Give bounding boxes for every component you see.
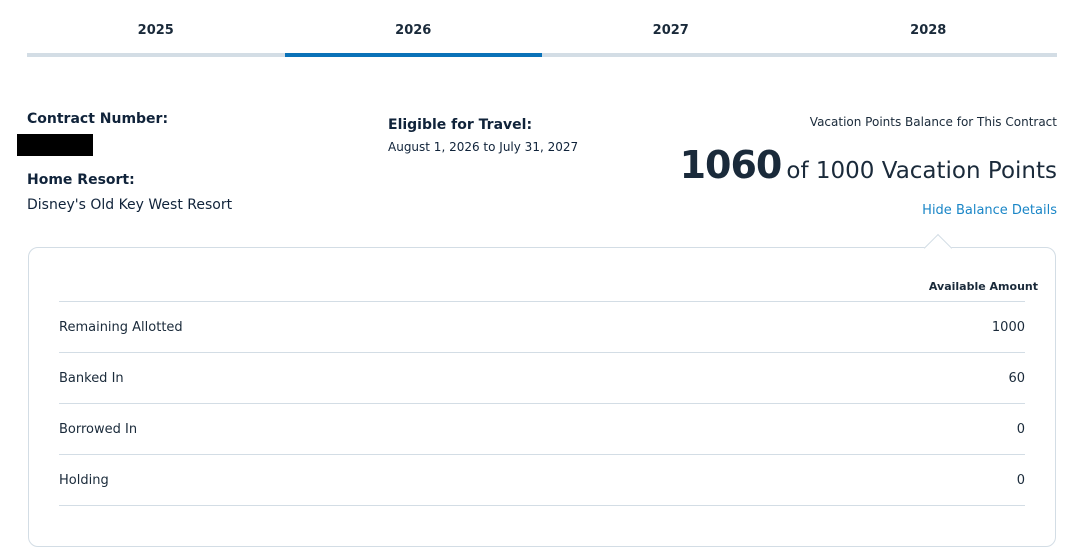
row-label: Holding	[59, 472, 109, 488]
row-value: 1000	[991, 319, 1025, 335]
tab-2025[interactable]: 2025	[27, 0, 285, 57]
contract-number-label: Contract Number:	[27, 111, 169, 127]
tab-2028[interactable]: 2028	[799, 0, 1057, 57]
table-row: Borrowed In 0	[59, 403, 1025, 454]
table-row: Holding 0	[59, 454, 1025, 505]
row-value: 60	[1008, 370, 1025, 386]
balance-title: Vacation Points Balance for This Contrac…	[809, 115, 1057, 129]
table-row: Remaining Allotted 1000	[59, 301, 1025, 352]
points-current: 1060	[679, 143, 783, 187]
row-label: Banked In	[59, 370, 124, 386]
table-row: Banked In 60	[59, 352, 1025, 403]
balance-table: Remaining Allotted 1000 Banked In 60 Borrowe…	[59, 301, 1025, 506]
tab-2026[interactable]: 2026	[284, 0, 542, 57]
home-resort-label: Home Resort:	[27, 172, 135, 188]
row-label: Borrowed In	[59, 421, 138, 437]
points-total: of 1000 Vacation Points	[786, 158, 1057, 184]
available-amount-header: Available Amount	[928, 280, 1038, 293]
eligible-travel-label: Eligible for Travel:	[388, 117, 533, 133]
divider	[59, 505, 1025, 506]
points-balance: 1060 of 1000 Vacation Points	[680, 143, 1057, 187]
contract-number-redacted	[17, 134, 93, 156]
row-value: 0	[1016, 472, 1025, 488]
eligible-travel-dates: August 1, 2026 to July 31, 2027	[388, 140, 579, 154]
row-value: 0	[1016, 421, 1025, 437]
home-resort-value: Disney's Old Key West Resort	[27, 197, 233, 213]
hide-balance-details-link[interactable]: Hide Balance Details	[922, 203, 1057, 218]
row-label: Remaining Allotted	[59, 319, 183, 335]
year-tabs: 2025 2026 2027 2028	[27, 0, 1057, 57]
tab-2027[interactable]: 2027	[542, 0, 800, 57]
